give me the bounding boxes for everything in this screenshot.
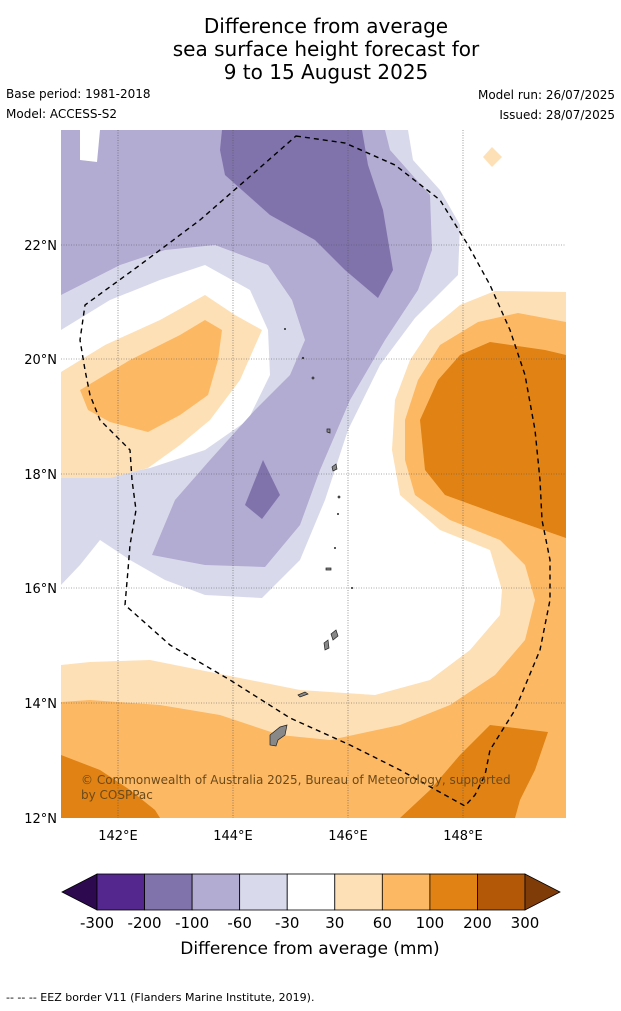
model-name: Model: ACCESS-S2: [6, 107, 118, 121]
colorbar-segment: [381, 873, 431, 911]
colorbar-label: Difference from average (mm): [180, 939, 439, 959]
island-small-2: [311, 376, 315, 380]
colorbar-segment: [144, 873, 193, 911]
island-small-4: [283, 327, 287, 331]
colorbar-tick-label: 200: [463, 914, 492, 932]
gridlines: [61, 130, 566, 818]
colorbar-segment: [96, 873, 145, 911]
copyright-line-2: by COSPPac: [81, 788, 153, 802]
lon-label-144e: 144°E: [213, 829, 253, 844]
eez-border: [79, 135, 551, 807]
island-anatahan: [325, 567, 332, 571]
colorbar-segment: [334, 873, 383, 911]
colorbar-tick-label: -30: [275, 914, 300, 932]
contour-pos-30-small: [483, 147, 502, 167]
colorbar-tick-label: -300: [80, 914, 114, 932]
colorbar-tick-label: 30: [325, 914, 344, 932]
lat-label-16n: 16°N: [24, 582, 57, 597]
lon-label-146e: 146°E: [328, 829, 368, 844]
contour-neg-100: [220, 130, 393, 298]
lat-label-14n: 14°N: [24, 697, 57, 712]
colorbar-tick-label: 60: [373, 914, 392, 932]
model-run: Model run: 26/07/2025: [477, 88, 615, 102]
lat-label-20n: 20°N: [24, 353, 57, 368]
title-line-3: 9 to 15 August 2025: [223, 60, 429, 84]
longitude-labels: 142°E 144°E 146°E 148°E: [98, 829, 483, 844]
island-guam: [269, 724, 288, 747]
lon-label-142e: 142°E: [98, 829, 138, 844]
issued-date: Issued: 28/07/2025: [499, 108, 615, 122]
island-alamagan: [326, 428, 331, 434]
island-saipan: [330, 629, 339, 641]
title-line-1: Difference from average: [203, 14, 449, 38]
island-small-3: [301, 356, 305, 360]
base-period: Base period: 1981-2018: [6, 87, 151, 101]
colorbar-tick-label: 100: [416, 914, 445, 932]
contour-pos-100-south: [61, 755, 160, 818]
contour-pos-100-east: [420, 342, 566, 538]
chart-title: Difference from average sea surface heig…: [0, 15, 621, 84]
title-line-2: sea surface height forecast for: [172, 37, 480, 61]
island-rota: [297, 691, 309, 698]
lat-label-12n: 12°N: [24, 812, 57, 827]
eez-footnote: -- -- -- EEZ border V11 (Flanders Marine…: [6, 991, 315, 1004]
colorbar-tick-label: 300: [511, 914, 540, 932]
contour-neg-100-south: [245, 460, 280, 519]
island-tinian: [323, 639, 330, 651]
latitude-labels: 22°N 20°N 18°N 16°N 14°N 12°N: [24, 239, 57, 827]
contour-field: © Commonwealth of Australia 2025, Bureau…: [61, 130, 566, 818]
colorbar: [61, 873, 561, 911]
colorbar-extend-high: [524, 873, 561, 911]
island-small-5: [336, 512, 340, 516]
island-small-6: [333, 546, 337, 550]
colorbar-segment: [191, 873, 241, 911]
colorbar-segment: [429, 873, 478, 911]
colorbar-tick-label: -60: [227, 914, 252, 932]
colorbar-tick-label: -200: [128, 914, 162, 932]
contour-pos-100-southeast: [400, 725, 548, 818]
colorbar-extend-low: [61, 873, 98, 911]
colorbar-tick-label: -100: [175, 914, 209, 932]
colorbar-segment: [239, 873, 288, 911]
lat-label-22n: 22°N: [24, 239, 57, 254]
contour-pos-60-west: [80, 320, 222, 432]
islands: [269, 327, 354, 747]
colorbar-segment: [286, 873, 336, 911]
island-small-7: [350, 586, 354, 590]
colorbar-ticks: -300 -200 -100 -60 -30 30 60 100 200 300: [80, 914, 539, 932]
island-pagan: [331, 463, 338, 472]
contour-neg-30-topleft: [80, 130, 100, 162]
island-small-1: [337, 495, 341, 499]
lat-label-18n: 18°N: [24, 468, 57, 483]
colorbar-segment: [477, 873, 526, 911]
lon-label-148e: 148°E: [443, 829, 483, 844]
copyright-line-1: © Commonwealth of Australia 2025, Bureau…: [81, 773, 511, 787]
